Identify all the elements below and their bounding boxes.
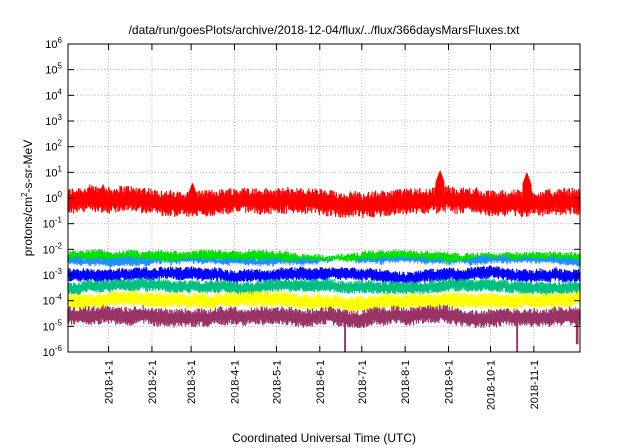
x-tick-label: 2018-7-1 (357, 360, 369, 404)
y-tick-label: 105 (45, 62, 62, 77)
y-tick-label: 10-6 (43, 344, 63, 359)
y-tick-label: 10-2 (43, 241, 63, 256)
y-tick-label: 100 (45, 190, 62, 205)
x-tick-label: 2018-1-1 (104, 360, 116, 404)
x-tick-label: 2018-4-1 (229, 360, 241, 404)
data-series (67, 170, 581, 352)
y-tick-label: 102 (45, 139, 62, 154)
x-tick-label: 2018-8-1 (400, 360, 412, 404)
x-tick-label: 2018-10-1 (485, 360, 497, 410)
x-axis-label: Coordinated Universal Time (UTC) (232, 431, 416, 445)
x-tick-label: 2018-2-1 (147, 360, 159, 404)
y-tick-label: 101 (45, 164, 62, 179)
x-tick-label: 2018-6-1 (315, 360, 327, 404)
y-tick-label: 104 (45, 87, 62, 102)
y-axis-label: protons/cm2-s-sr-MeV (20, 140, 35, 256)
x-tick-label: 2018-11-1 (529, 360, 541, 409)
y-tick-label: 10-4 (43, 293, 63, 308)
y-axis-ticks: 10-6 10-5 10-4 10-3 10-2 10-1 100 101 102 103 104 1… (43, 36, 580, 359)
chart-title: /data/run/goesPlots/archive/2018-12-04/f… (129, 23, 521, 37)
y-tick-label: 10-3 (43, 267, 63, 282)
y-tick-label: 10-5 (43, 318, 63, 333)
y-tick-label: 106 (45, 36, 62, 51)
y-tick-label: 103 (45, 113, 62, 128)
x-tick-label: 2018-5-1 (271, 360, 283, 404)
x-axis-ticks: 2018-1-1 2018-2-1 2018-3-1 2018-4-1 2018-5-1… (104, 44, 541, 410)
x-tick-label: 2018-9-1 (444, 360, 456, 404)
x-tick-label: 2018-3-1 (186, 360, 198, 404)
y-tick-label: 10-1 (43, 216, 63, 231)
